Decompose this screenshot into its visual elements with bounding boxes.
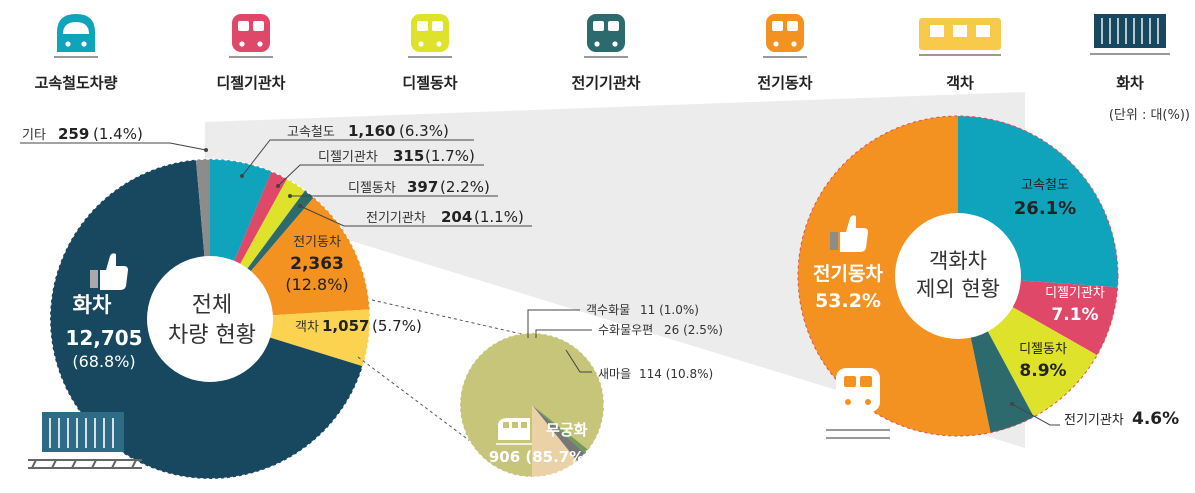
label-mail-value: 26 (2.5%)	[664, 323, 723, 337]
leader-line-right	[1011, 403, 1060, 426]
right-pie-hole	[895, 213, 1021, 339]
main-pie-hole	[147, 256, 273, 382]
label-diesel-loco-name: 디젤기관차	[318, 150, 378, 165]
label-ktx-pct: (6.3%)	[399, 122, 449, 140]
leader-dot	[288, 194, 292, 198]
label-emu-name: 전기동차	[293, 235, 341, 250]
connector-shadow	[205, 92, 1025, 448]
legend-label-high-speed: 고속철도차량	[35, 74, 118, 92]
legend: 고속철도차량 디젤기관차 디젤동차 전기기관차	[35, 14, 1190, 123]
label-r-diesel-rail-name: 디젤동차	[1019, 342, 1067, 357]
label-ktx-name: 고속철도	[287, 125, 335, 140]
electric-railcar-icon	[826, 368, 890, 439]
passenger-pie-slice	[532, 405, 586, 462]
label-passenger-pct: (5.7%)	[372, 317, 422, 335]
main-center-title-2: 차량 현황	[168, 323, 256, 348]
label-ktx-value: 1,160	[348, 122, 395, 140]
legend-label-diesel-locomotive: 디젤기관차	[216, 74, 285, 92]
label-r-electric-loco-name: 전기기관차	[1064, 413, 1124, 428]
leader-dot	[204, 148, 208, 152]
train-icon	[496, 418, 532, 445]
label-mugunghwa-name: 무궁화	[546, 421, 588, 439]
label-mixed-name: 객수화물	[586, 303, 630, 317]
label-electric-loco-value: 204	[441, 208, 472, 226]
label-diesel-rail-pct: (2.2%)	[440, 178, 490, 196]
freight-car-icon	[1090, 14, 1170, 55]
leader-dot	[240, 174, 244, 178]
leader-dot	[276, 184, 280, 188]
label-freight-value: 12,705	[65, 326, 142, 350]
passenger-car-icon	[919, 18, 1001, 56]
passenger-pie-slice	[459, 332, 604, 477]
main-center-title-1: 전체	[192, 293, 232, 318]
passenger-pie-outline	[459, 332, 605, 478]
label-passenger-value: 1,057	[322, 317, 369, 335]
label-other-pct: (1.4%)	[93, 125, 143, 143]
connector-dashed-bottom	[357, 356, 487, 454]
label-mugunghwa-value: 906 (85.7%)	[489, 448, 591, 466]
label-freight-name: 화차	[73, 293, 112, 317]
unit-label: (단위 : 대(%))	[1109, 108, 1190, 123]
label-r-diesel-rail-value: 8.9%	[1019, 361, 1066, 381]
leader-dot	[298, 204, 302, 208]
label-r-diesel-loco-name: 디젤기관차	[1045, 286, 1105, 301]
label-r-diesel-loco-value: 7.1%	[1051, 305, 1098, 325]
label-electric-loco-name: 전기기관차	[366, 211, 426, 226]
leader-lines-main	[20, 139, 532, 227]
right-center-title-2: 제외 현황	[916, 277, 1000, 301]
label-diesel-rail-value: 397	[407, 178, 438, 196]
label-diesel-loco-pct: (1.7%)	[425, 147, 475, 165]
label-r-emu-value: 53.2%	[815, 290, 881, 312]
label-r-electric-loco-value: 4.6%	[1132, 409, 1179, 429]
right-pie-outline	[797, 115, 1119, 437]
label-r-emu-name: 전기동차	[813, 263, 883, 285]
freight-train-icon	[28, 412, 142, 469]
label-diesel-rail-name: 디젤동차	[348, 181, 396, 196]
high-speed-train-icon	[54, 14, 98, 58]
label-freight-pct: (68.8%)	[72, 352, 135, 371]
passenger-pie-slice	[532, 405, 589, 454]
label-passenger-name: 객차	[295, 320, 319, 335]
diesel-railcar-icon	[408, 14, 452, 58]
legend-label-passenger-car: 객차	[946, 74, 974, 92]
label-diesel-loco-value: 315	[393, 147, 424, 165]
label-emu-value: 2,363	[290, 254, 344, 274]
right-center-title-1: 객화차	[929, 249, 987, 273]
label-emu-pct: (12.8%)	[285, 275, 348, 294]
label-other-value: 259	[58, 125, 89, 143]
label-other-name: 기타	[22, 128, 46, 143]
right-pie-slice	[798, 116, 991, 436]
legend-label-diesel-railcar: 디젤동차	[402, 74, 457, 92]
legend-label-freight-car: 화차	[1116, 74, 1144, 92]
label-saemaeul-value: 114 (10.8%)	[639, 367, 713, 381]
legend-label-electric-railcar: 전기동차	[757, 74, 812, 92]
thumbs-up-icon	[90, 253, 128, 290]
electric-railcar-icon	[763, 14, 807, 58]
thumbs-up-icon	[830, 215, 868, 252]
label-mixed-value: 11 (1.0%)	[640, 303, 699, 317]
legend-label-electric-locomotive: 전기기관차	[571, 74, 640, 92]
label-electric-loco-pct: (1.1%)	[474, 208, 524, 226]
label-r-ktx-name: 고속철도	[1021, 178, 1069, 193]
passenger-pie	[459, 332, 604, 477]
leader-dot	[1010, 402, 1014, 406]
diesel-locomotive-icon	[229, 14, 273, 58]
passenger-pie-slice	[532, 405, 578, 477]
label-mail-name: 수화물우편	[598, 323, 653, 337]
label-r-ktx-value: 26.1%	[1014, 198, 1076, 219]
main-pie-outline	[49, 158, 371, 480]
connector-dashed-top	[371, 299, 549, 341]
label-saemaeul-name: 새마을	[598, 367, 631, 381]
leader-lines-small	[527, 309, 592, 373]
electric-locomotive-icon	[584, 14, 628, 58]
